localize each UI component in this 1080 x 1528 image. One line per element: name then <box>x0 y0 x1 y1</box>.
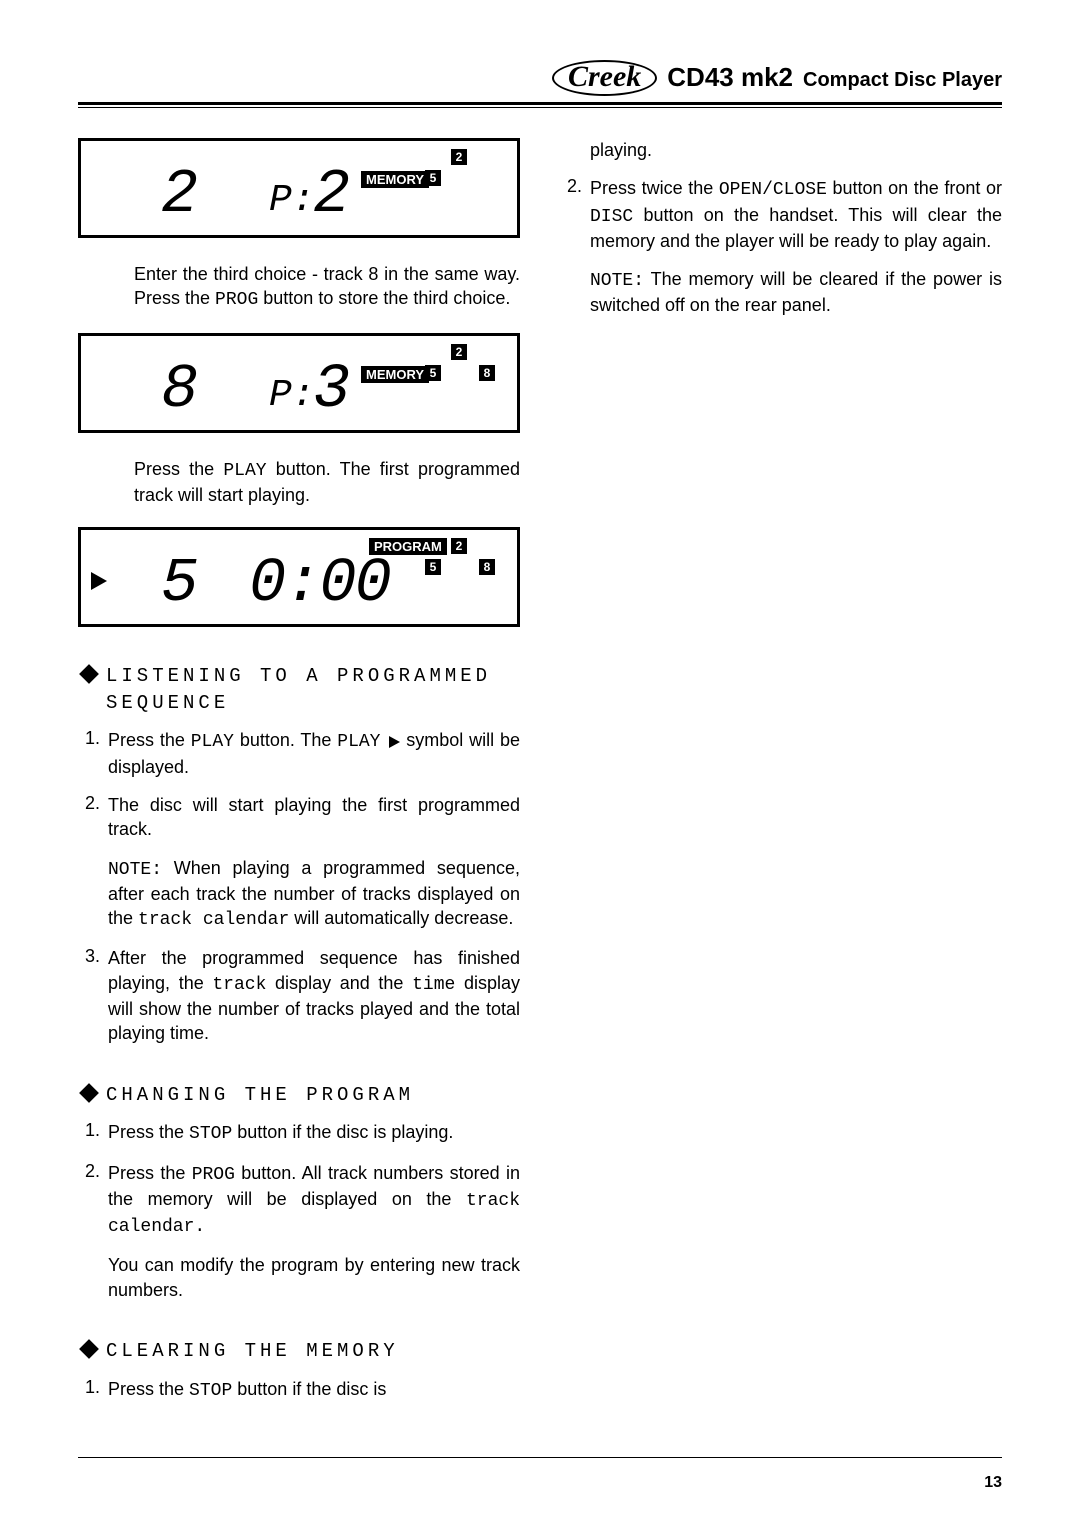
program-indicator: PROGRAM <box>369 538 447 555</box>
lcd-badge-8: 8 <box>479 365 495 381</box>
lcd-display-3: 5 0:00 PROGRAM 2 5 8 <box>78 527 520 627</box>
memory-indicator: MEMORY <box>361 171 429 188</box>
lcd-badge-5: 5 <box>425 365 441 381</box>
list-item: 1. Press the STOP button if the disc is <box>78 1377 520 1403</box>
paragraph-1: Enter the third choice - track 8 in the … <box>134 262 520 313</box>
lcd-badge-2: 2 <box>451 344 467 360</box>
list-item: 1. Press the STOP button if the disc is … <box>78 1120 520 1146</box>
section-heading-changing: CHANGING THE PROGRAM <box>78 1082 520 1109</box>
item-number: 3. <box>78 946 100 1045</box>
memory-indicator: MEMORY <box>361 366 429 383</box>
lcd-badge-5: 5 <box>425 559 441 575</box>
lcd-prog-prefix: P: <box>269 374 315 417</box>
model-name: CD43 mk2 <box>667 62 793 93</box>
list-item: 2. The disc will start playing the first… <box>78 793 520 842</box>
list-item: 1. Press the PLAY button. The PLAY symbo… <box>78 728 520 779</box>
section-title: CLEARING THE MEMORY <box>106 1338 399 1365</box>
product-name: Compact Disc Player <box>803 69 1002 92</box>
section-heading-listening: LISTENING TO A PROGRAMMED SEQUENCE <box>78 663 520 716</box>
page-number: 13 <box>984 1474 1002 1492</box>
continuation-text: playing. <box>590 138 1002 162</box>
page-header: Creek CD43 mk2 Compact Disc Player <box>78 60 1002 96</box>
lcd-track: 8 <box>161 354 200 425</box>
section-heading-clearing: CLEARING THE MEMORY <box>78 1338 520 1365</box>
list-item: 2. Press twice the OPEN/CLOSE button on … <box>560 176 1002 253</box>
item-text: Press the PROG button. All track numbers… <box>108 1161 520 1240</box>
brand-logo: Creek <box>552 60 657 96</box>
lcd-prog-num: 2 <box>313 159 352 230</box>
lcd-badge-2: 2 <box>451 149 467 165</box>
lcd-badge-8: 8 <box>479 559 495 575</box>
diamond-bullet-icon <box>79 1339 99 1359</box>
item-number: 2. <box>78 793 100 842</box>
list-item: 3. After the programmed sequence has fin… <box>78 946 520 1045</box>
item-text: Press the PLAY button. The PLAY symbol w… <box>108 728 520 779</box>
item-number: 1. <box>78 1120 100 1146</box>
lcd-prog-prefix: P: <box>269 179 315 222</box>
note-paragraph: NOTE: When playing a programmed sequence… <box>108 856 520 933</box>
item-text: Press the STOP button if the disc is <box>108 1377 520 1403</box>
section-title: CHANGING THE PROGRAM <box>106 1082 414 1109</box>
right-column: playing. 2. Press twice the OPEN/CLOSE b… <box>560 138 1002 1417</box>
play-icon <box>91 572 107 590</box>
item-number: 1. <box>78 1377 100 1403</box>
diamond-bullet-icon <box>79 1083 99 1103</box>
lcd-badge-2: 2 <box>451 538 467 554</box>
list-item: 2. Press the PROG button. All track numb… <box>78 1161 520 1240</box>
item-number: 2. <box>560 176 582 253</box>
sub-paragraph: You can modify the program by entering n… <box>108 1253 520 1302</box>
lcd-display-1: 2 P: 2 MEMORY 5 2 <box>78 138 520 238</box>
lcd-track: 2 <box>161 159 200 230</box>
item-text: Press the STOP button if the disc is pla… <box>108 1120 520 1146</box>
paragraph-2: Press the PLAY button. The first program… <box>134 457 520 508</box>
header-rule <box>78 102 1002 108</box>
lcd-prog-num: 3 <box>313 354 352 425</box>
lcd-time: 0:00 <box>249 548 390 619</box>
lcd-track: 5 <box>161 548 200 619</box>
diamond-bullet-icon <box>79 664 99 684</box>
footer-rule <box>78 1457 1002 1458</box>
item-number: 1. <box>78 728 100 779</box>
lcd-display-2: 8 P: 3 MEMORY 5 2 8 <box>78 333 520 433</box>
lcd-badge-5: 5 <box>425 170 441 186</box>
note-paragraph: NOTE: The memory will be cleared if the … <box>590 267 1002 318</box>
content-columns: 2 P: 2 MEMORY 5 2 Enter the third choice… <box>78 138 1002 1417</box>
left-column: 2 P: 2 MEMORY 5 2 Enter the third choice… <box>78 138 520 1417</box>
section-title: LISTENING TO A PROGRAMMED SEQUENCE <box>106 663 520 716</box>
item-text: After the programmed sequence has finish… <box>108 946 520 1045</box>
item-number: 2. <box>78 1161 100 1240</box>
item-text: Press twice the OPEN/CLOSE button on the… <box>590 176 1002 253</box>
play-triangle-icon <box>389 736 400 748</box>
item-text: The disc will start playing the first pr… <box>108 793 520 842</box>
